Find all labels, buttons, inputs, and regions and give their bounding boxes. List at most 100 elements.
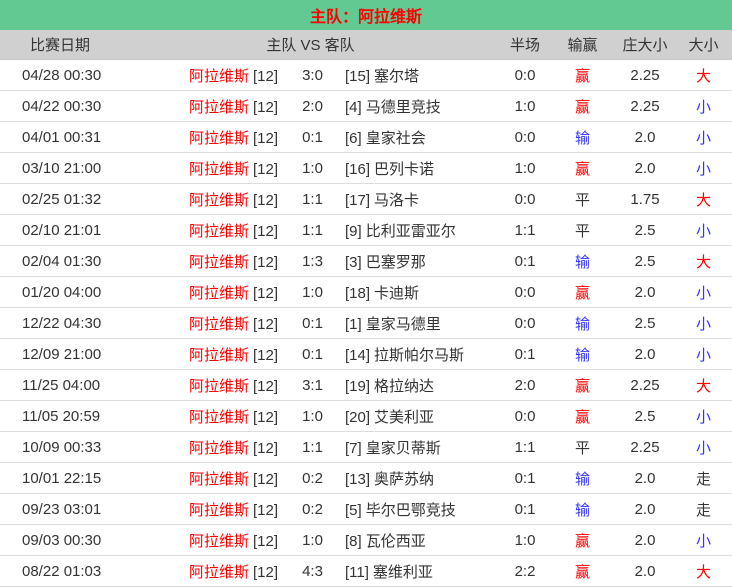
home-team-name[interactable]: 阿拉维斯 [188,129,249,147]
over-under-line: 2.0 [634,128,656,146]
away-team-name[interactable]: 马德里竞技 [365,98,441,116]
home-team-name[interactable]: 阿拉维斯 [188,439,249,457]
away-team-rank: [17] [345,191,371,209]
home-team-name[interactable]: 阿拉维斯 [188,222,249,240]
full-time-score: 0:1 [302,314,323,332]
away-team-rank: [14] [345,346,371,364]
away-team-rank: [3] [345,253,362,271]
over-under-line: 2.0 [634,159,656,177]
match-date: 02/04 01:30 [22,252,102,270]
half-time-score: 2:2 [514,562,536,580]
away-team-name[interactable]: 格拉纳达 [374,377,435,395]
away-team-rank: [6] [345,129,362,147]
home-team-cell: 阿拉维斯 [12] [165,313,285,334]
away-team-cell: [8] 瓦伦西亚 [340,530,500,551]
home-team-name[interactable]: 阿拉维斯 [188,98,249,116]
over-under-result: 小 [695,315,711,333]
away-team-name[interactable]: 塞尔塔 [374,67,420,85]
half-time-score: 0:1 [514,500,536,518]
half-time-score: 0:1 [514,252,536,270]
home-team-name[interactable]: 阿拉维斯 [188,160,249,178]
away-team-cell: [14] 拉斯帕尔马斯 [340,344,500,365]
away-team-name[interactable]: 毕尔巴鄂竞技 [365,501,456,519]
win-lose-result: 输 [574,501,590,519]
col-header-line: 庄大小 [622,37,668,54]
away-team-name[interactable]: 塞维利亚 [372,563,433,581]
home-team-rank: [12] [252,470,278,488]
home-team-rank: [12] [252,191,278,209]
away-team-name[interactable]: 卡迪斯 [374,284,420,302]
away-team-rank: [7] [345,439,362,457]
away-team-name[interactable]: 巴塞罗那 [365,253,426,271]
away-team-name[interactable]: 皇家贝蒂斯 [365,439,441,457]
home-team-name[interactable]: 阿拉维斯 [188,284,249,302]
home-team-rank: [12] [252,253,278,271]
home-team-cell: 阿拉维斯 [12] [165,158,285,179]
away-team-rank: [20] [345,408,371,426]
home-team-name[interactable]: 阿拉维斯 [188,563,249,581]
over-under-line: 2.5 [634,407,656,425]
home-team-name[interactable]: 阿拉维斯 [188,253,249,271]
half-time-score: 1:0 [514,531,536,549]
table-row: 11/05 20:59 阿拉维斯 [12] 1:0 [20] 艾美利亚 0:0 赢 … [0,401,732,432]
over-under-line: 2.0 [634,345,656,363]
home-team-rank: [12] [252,377,278,395]
win-lose-result: 输 [574,470,590,488]
home-team-rank: [12] [252,222,278,240]
home-team-name[interactable]: 阿拉维斯 [188,501,249,519]
away-team-cell: [16] 巴列卡诺 [340,158,500,179]
over-under-line: 2.0 [634,562,656,580]
table-row: 04/22 00:30 阿拉维斯 [12] 2:0 [4] 马德里竞技 1:0 赢 … [0,91,732,122]
home-team-name[interactable]: 阿拉维斯 [188,67,249,85]
away-team-name[interactable]: 皇家社会 [365,129,426,147]
away-team-name[interactable]: 瓦伦西亚 [365,532,426,550]
home-team-name[interactable]: 阿拉维斯 [188,377,249,395]
over-under-result: 小 [695,98,711,116]
away-team-rank: [13] [345,470,371,488]
half-time-score: 1:0 [514,159,536,177]
full-time-score: 0:1 [302,128,323,146]
away-team-name[interactable]: 皇家马德里 [365,315,441,333]
home-team-cell: 阿拉维斯 [12] [165,96,285,117]
home-team-name[interactable]: 阿拉维斯 [188,408,249,426]
away-team-name[interactable]: 巴列卡诺 [374,160,435,178]
away-team-cell: [20] 艾美利亚 [340,406,500,427]
over-under-result: 走 [695,501,711,519]
full-time-score: 1:1 [302,190,323,208]
match-date: 12/22 04:30 [22,314,102,332]
half-time-score: 0:0 [514,66,536,84]
home-team-name[interactable]: 阿拉维斯 [188,532,249,550]
table-row: 03/10 21:00 阿拉维斯 [12] 1:0 [16] 巴列卡诺 1:0 赢 … [0,153,732,184]
home-team-name[interactable]: 阿拉维斯 [188,346,249,364]
home-team-name[interactable]: 阿拉维斯 [188,315,249,333]
col-header-half: 半场 [509,37,540,54]
over-under-result: 走 [695,470,711,488]
home-team-rank: [12] [252,439,278,457]
away-team-cell: [17] 马洛卡 [340,189,500,210]
home-team-name[interactable]: 阿拉维斯 [188,470,249,488]
table-row: 02/10 21:01 阿拉维斯 [12] 1:1 [9] 比利亚雷亚尔 1:1 平… [0,215,732,246]
over-under-line: 2.5 [634,252,656,270]
away-team-cell: [1] 皇家马德里 [340,313,500,334]
half-time-score: 0:0 [514,128,536,146]
away-team-rank: [5] [345,501,362,519]
win-lose-result: 平 [574,439,590,457]
away-team-name[interactable]: 拉斯帕尔马斯 [374,346,465,364]
away-team-name[interactable]: 马洛卡 [374,191,420,209]
away-team-name[interactable]: 奥萨苏纳 [374,470,435,488]
full-time-score: 0:2 [302,500,323,518]
match-date: 09/23 03:01 [22,500,102,518]
half-time-score: 0:0 [514,190,536,208]
win-lose-result: 输 [574,346,590,364]
home-team-rank: [12] [252,284,278,302]
home-team-name[interactable]: 阿拉维斯 [188,191,249,209]
full-time-score: 3:0 [302,66,323,84]
away-team-name[interactable]: 艾美利亚 [374,408,435,426]
home-team-cell: 阿拉维斯 [12] [165,282,285,303]
away-team-name[interactable]: 比利亚雷亚尔 [365,222,456,240]
win-lose-result: 赢 [574,563,590,581]
table-header: 比赛日期 主队 VS 客队 半场 输赢 庄大小 大小 [0,30,732,60]
half-time-score: 2:0 [514,376,536,394]
table-row: 12/22 04:30 阿拉维斯 [12] 0:1 [1] 皇家马德里 0:0 输 … [0,308,732,339]
over-under-line: 2.25 [630,376,660,394]
